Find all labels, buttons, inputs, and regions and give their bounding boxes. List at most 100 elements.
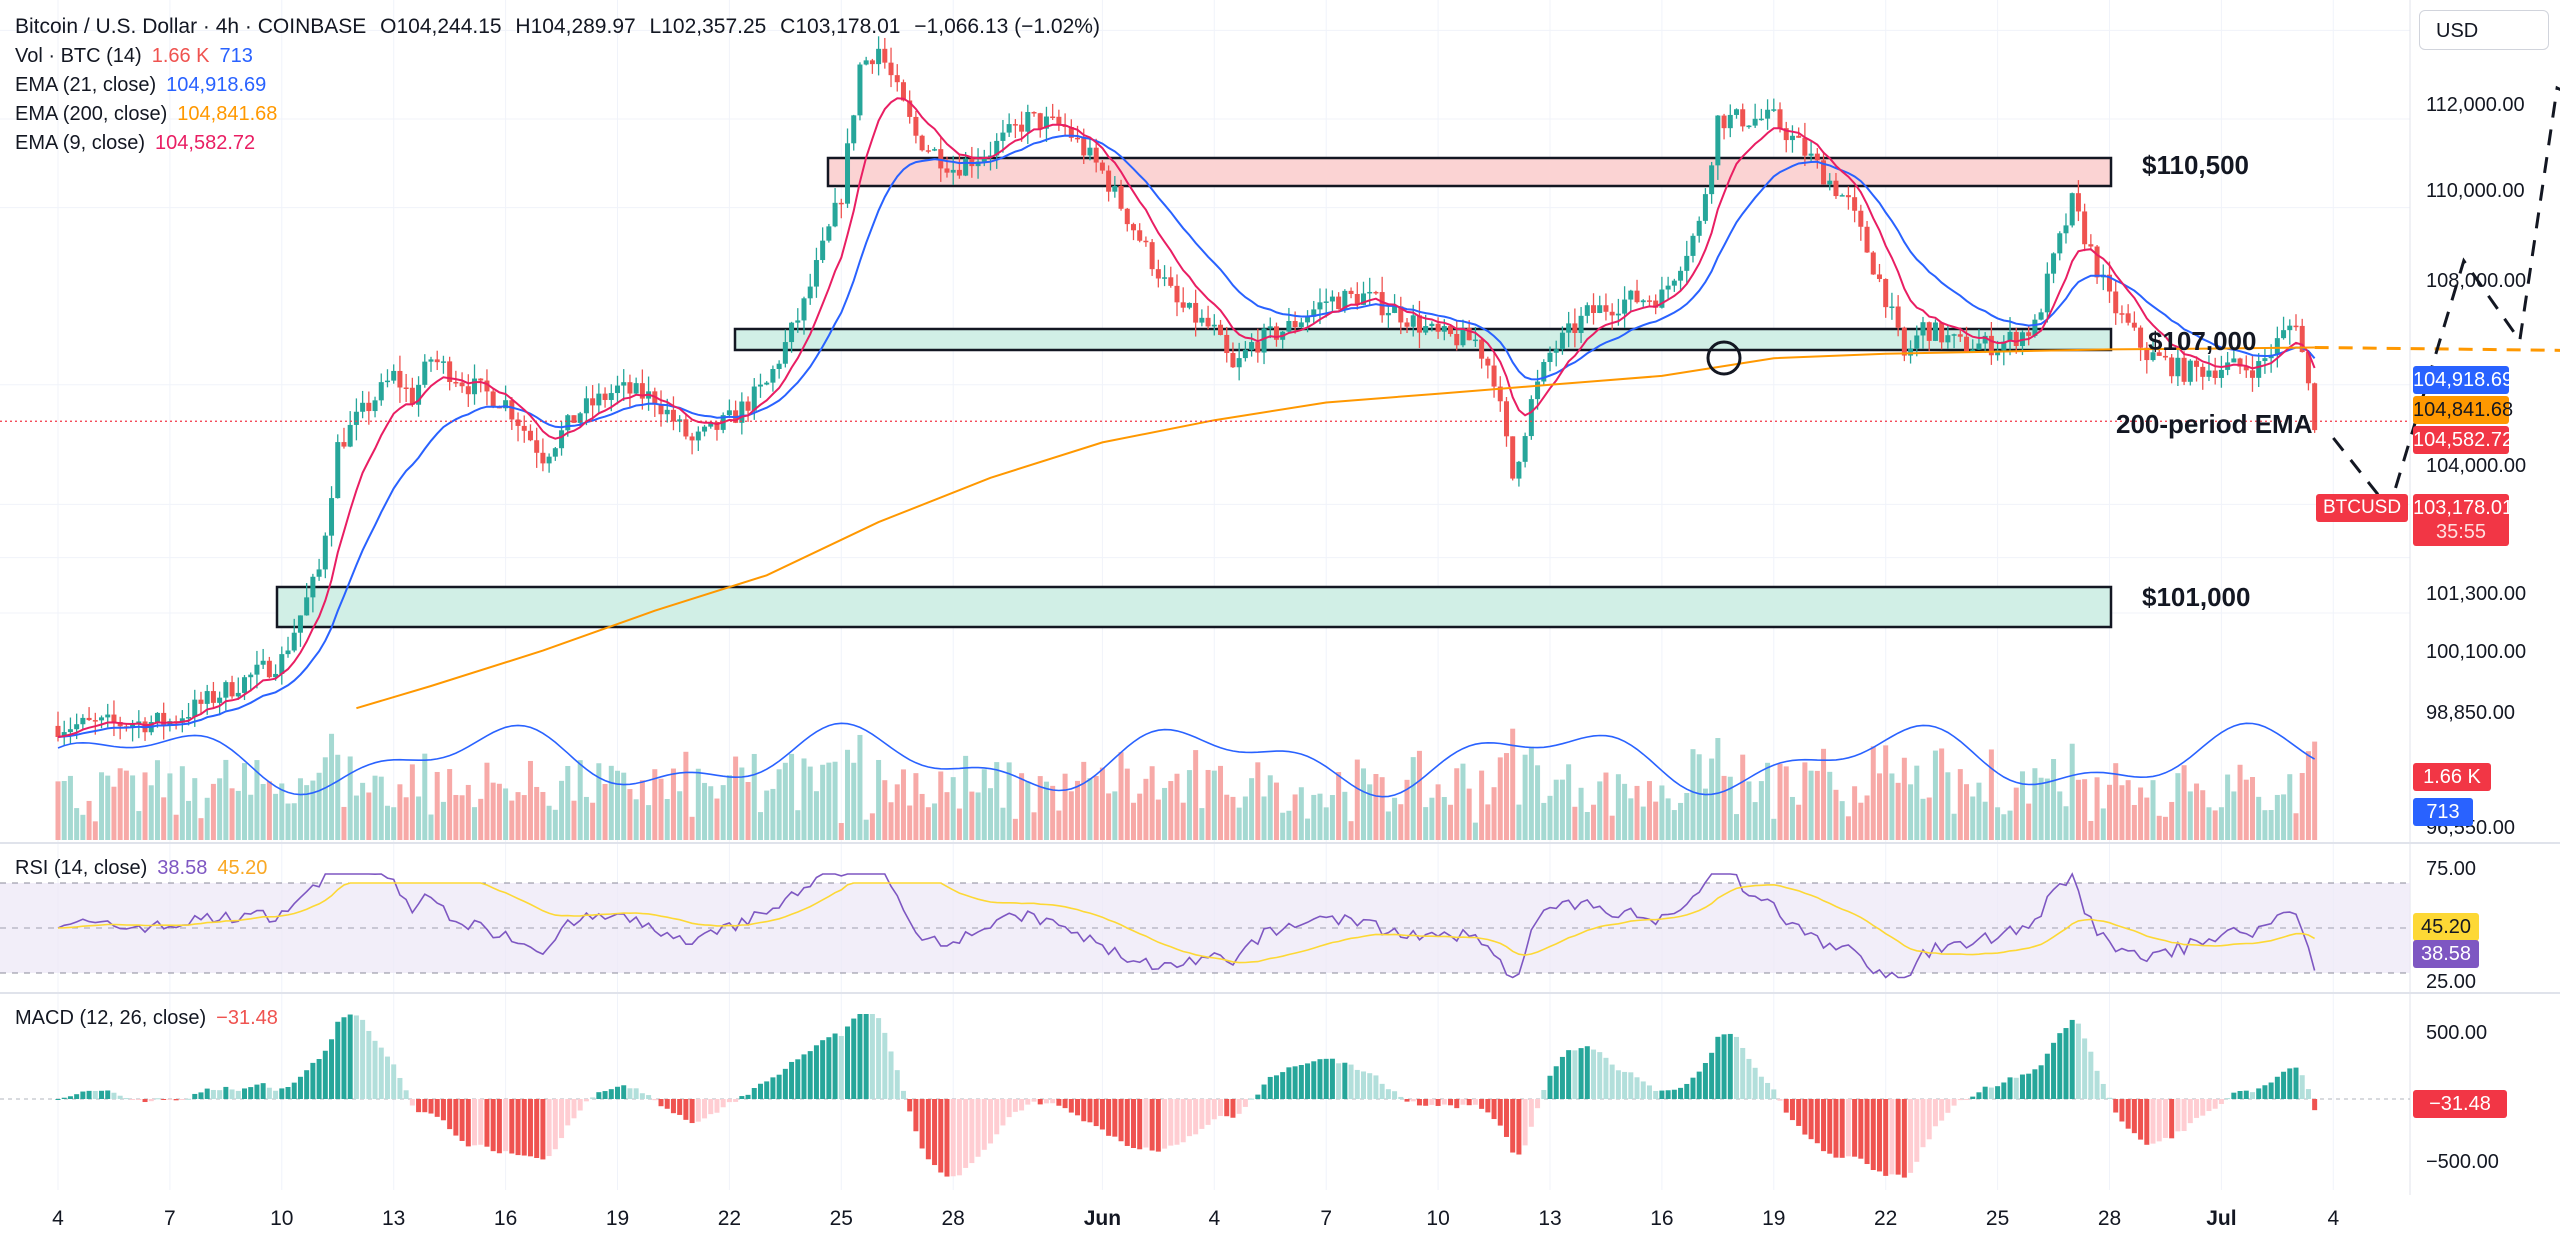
volume-bar bbox=[148, 785, 154, 840]
candle-body bbox=[1491, 365, 1497, 387]
symbol-title[interactable]: Bitcoin / U.S. Dollar · 4h · COINBASE bbox=[15, 15, 367, 38]
macd-histogram-bar bbox=[2113, 1099, 2119, 1113]
macd-value: −31.48 bbox=[216, 1007, 278, 1029]
macd-histogram-bar bbox=[1429, 1099, 1435, 1105]
candle-body bbox=[67, 729, 73, 733]
macd-histogram-bar bbox=[1423, 1099, 1429, 1106]
macd-histogram-bar bbox=[360, 1019, 366, 1099]
volume-bar bbox=[509, 800, 515, 840]
volume-bar bbox=[1348, 821, 1354, 840]
candle-body bbox=[409, 387, 415, 405]
time-tick: 4 bbox=[2327, 1207, 2340, 1230]
candle-body bbox=[1721, 115, 1727, 129]
volume-bar bbox=[416, 796, 422, 840]
volume-bar bbox=[1031, 812, 1037, 840]
macd-histogram-bar bbox=[726, 1099, 732, 1103]
volume-bar bbox=[969, 791, 975, 840]
volume-bar bbox=[714, 798, 720, 840]
macd-histogram-bar bbox=[1709, 1052, 1715, 1099]
volume-bar bbox=[465, 784, 471, 840]
candle-body bbox=[2237, 358, 2243, 367]
volume-bar bbox=[1765, 762, 1771, 840]
volume-bar bbox=[2181, 765, 2187, 840]
currency-selector[interactable]: USD bbox=[2419, 10, 2549, 50]
candle-body bbox=[1982, 335, 1988, 344]
macd-histogram-bar bbox=[1392, 1091, 1398, 1099]
volume-bar bbox=[496, 783, 502, 840]
volume-bar bbox=[1224, 794, 1230, 840]
candle-body bbox=[1876, 274, 1882, 279]
macd-histogram-bar bbox=[1361, 1071, 1366, 1099]
macd-histogram-bar bbox=[248, 1087, 254, 1099]
candle-body bbox=[639, 383, 645, 399]
vol-label: Vol · BTC (14) bbox=[15, 45, 142, 67]
macd-histogram-bar bbox=[273, 1090, 279, 1099]
volume-bar bbox=[1808, 770, 1814, 840]
macd-histogram-bar bbox=[1075, 1099, 1081, 1116]
candle-body bbox=[1976, 343, 1982, 350]
candle-body bbox=[210, 691, 216, 703]
macd-histogram-bar bbox=[440, 1099, 446, 1121]
volume-bar bbox=[832, 761, 838, 840]
candle-body bbox=[1752, 118, 1758, 126]
candle-body bbox=[1646, 300, 1652, 302]
volume-bar bbox=[1472, 822, 1478, 840]
macd-histogram-bar bbox=[1628, 1072, 1634, 1099]
volume-bar bbox=[527, 760, 533, 840]
ema21-legend[interactable]: EMA (21, close) 104,918.69 bbox=[15, 71, 276, 100]
macd-histogram-bar bbox=[1821, 1099, 1827, 1152]
candle-body bbox=[1615, 313, 1621, 316]
candle-body bbox=[384, 380, 390, 383]
ema200-legend[interactable]: EMA (200, close) 104,841.68 bbox=[15, 100, 287, 129]
candle-body bbox=[950, 169, 956, 173]
candle-body bbox=[1342, 290, 1348, 310]
symbol-legend[interactable]: Bitcoin / U.S. Dollar · 4h · COINBASE O1… bbox=[15, 15, 1108, 39]
candle-body bbox=[726, 410, 732, 416]
macd-histogram-bar bbox=[1255, 1094, 1261, 1099]
candle-body bbox=[130, 724, 136, 727]
candle-body bbox=[695, 431, 701, 441]
ema9-legend[interactable]: EMA (9, close) 104,582.72 bbox=[15, 129, 265, 158]
volume-bar bbox=[2194, 783, 2200, 840]
volume-bar bbox=[583, 796, 589, 840]
volume-bar bbox=[2013, 787, 2019, 840]
candle-body bbox=[1043, 116, 1049, 129]
macd-histogram-bar bbox=[515, 1099, 521, 1156]
macd-histogram-bar bbox=[1789, 1099, 1795, 1121]
volume-bar bbox=[807, 766, 813, 840]
volume-bar bbox=[130, 775, 136, 840]
volume-bar bbox=[2007, 810, 2013, 840]
macd-histogram-bar bbox=[2237, 1090, 2243, 1099]
macd-histogram-bar bbox=[210, 1089, 216, 1099]
candle-body bbox=[1448, 326, 1454, 334]
volume-bar bbox=[1118, 752, 1124, 840]
vol-legend[interactable]: Vol · BTC (14) 1.66 K 713 bbox=[15, 42, 263, 71]
candle-body bbox=[552, 448, 558, 457]
macd-legend[interactable]: MACD (12, 26, close) −31.48 bbox=[15, 1004, 288, 1033]
candle-body bbox=[1808, 153, 1814, 156]
candle-body bbox=[1006, 124, 1012, 133]
candle-body bbox=[1012, 124, 1018, 126]
candle-body bbox=[353, 411, 359, 425]
macd-histogram-bar bbox=[198, 1092, 204, 1099]
candle-body bbox=[316, 569, 322, 577]
candle-body bbox=[2206, 370, 2212, 377]
macd-histogram-bar bbox=[1702, 1063, 1708, 1099]
macd-histogram-bar bbox=[1404, 1099, 1410, 1102]
candle-body bbox=[1709, 165, 1715, 195]
macd-histogram-bar bbox=[708, 1099, 714, 1115]
macd-histogram-bar bbox=[782, 1068, 788, 1099]
macd-histogram-bar bbox=[565, 1099, 571, 1126]
candle-body bbox=[1765, 109, 1771, 119]
candle-body bbox=[1547, 352, 1553, 362]
candle-body bbox=[260, 660, 266, 665]
candle-body bbox=[1715, 115, 1721, 166]
candle-body bbox=[217, 697, 223, 703]
candle-body bbox=[764, 382, 770, 385]
rsi-legend[interactable]: RSI (14, close) 38.58 45.20 bbox=[15, 854, 277, 883]
ema200-annotation: 200-period EMA bbox=[2116, 409, 2313, 439]
candle-body bbox=[1609, 311, 1615, 316]
macd-histogram-bar bbox=[695, 1099, 701, 1122]
candle-body bbox=[503, 400, 509, 409]
